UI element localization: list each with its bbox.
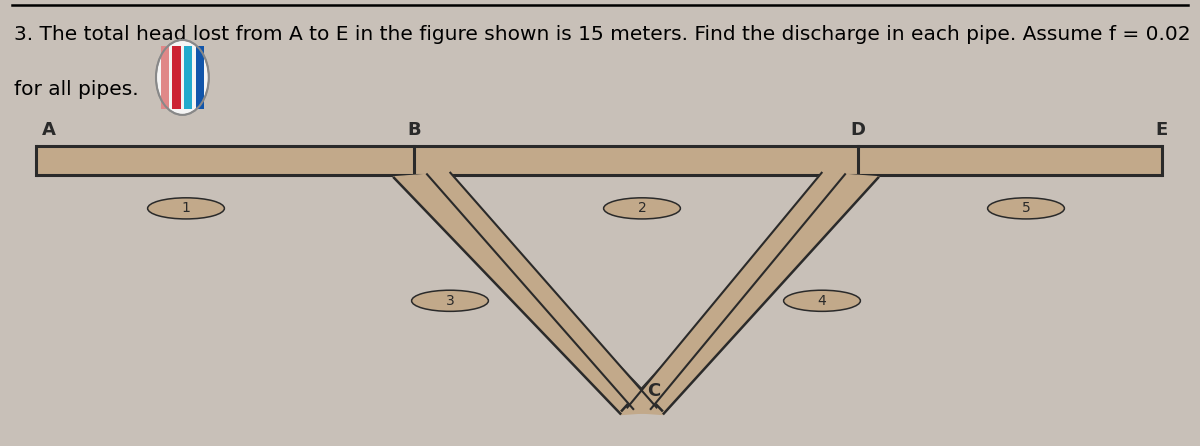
Text: 5: 5 — [1021, 202, 1031, 215]
Text: 3. The total head lost from A to E in the figure shown is 15 meters. Find the di: 3. The total head lost from A to E in th… — [14, 25, 1192, 44]
Circle shape — [784, 290, 860, 311]
Bar — [184, 45, 192, 109]
Circle shape — [604, 198, 680, 219]
Polygon shape — [394, 174, 662, 414]
Text: A: A — [42, 121, 56, 139]
Text: C: C — [647, 382, 661, 400]
Bar — [173, 45, 181, 109]
Circle shape — [988, 198, 1064, 219]
Bar — [161, 45, 169, 109]
Text: 4: 4 — [817, 294, 827, 308]
Text: D: D — [851, 121, 865, 139]
Ellipse shape — [156, 40, 209, 115]
Circle shape — [148, 198, 224, 219]
Circle shape — [412, 290, 488, 311]
Polygon shape — [426, 172, 658, 410]
Polygon shape — [622, 174, 878, 414]
Polygon shape — [626, 172, 846, 410]
Text: 2: 2 — [637, 202, 647, 215]
Text: for all pipes.: for all pipes. — [14, 80, 139, 99]
Text: E: E — [1156, 121, 1168, 139]
Text: B: B — [407, 121, 421, 139]
Bar — [196, 45, 204, 109]
Text: 3: 3 — [445, 294, 455, 308]
Text: 1: 1 — [181, 202, 191, 215]
